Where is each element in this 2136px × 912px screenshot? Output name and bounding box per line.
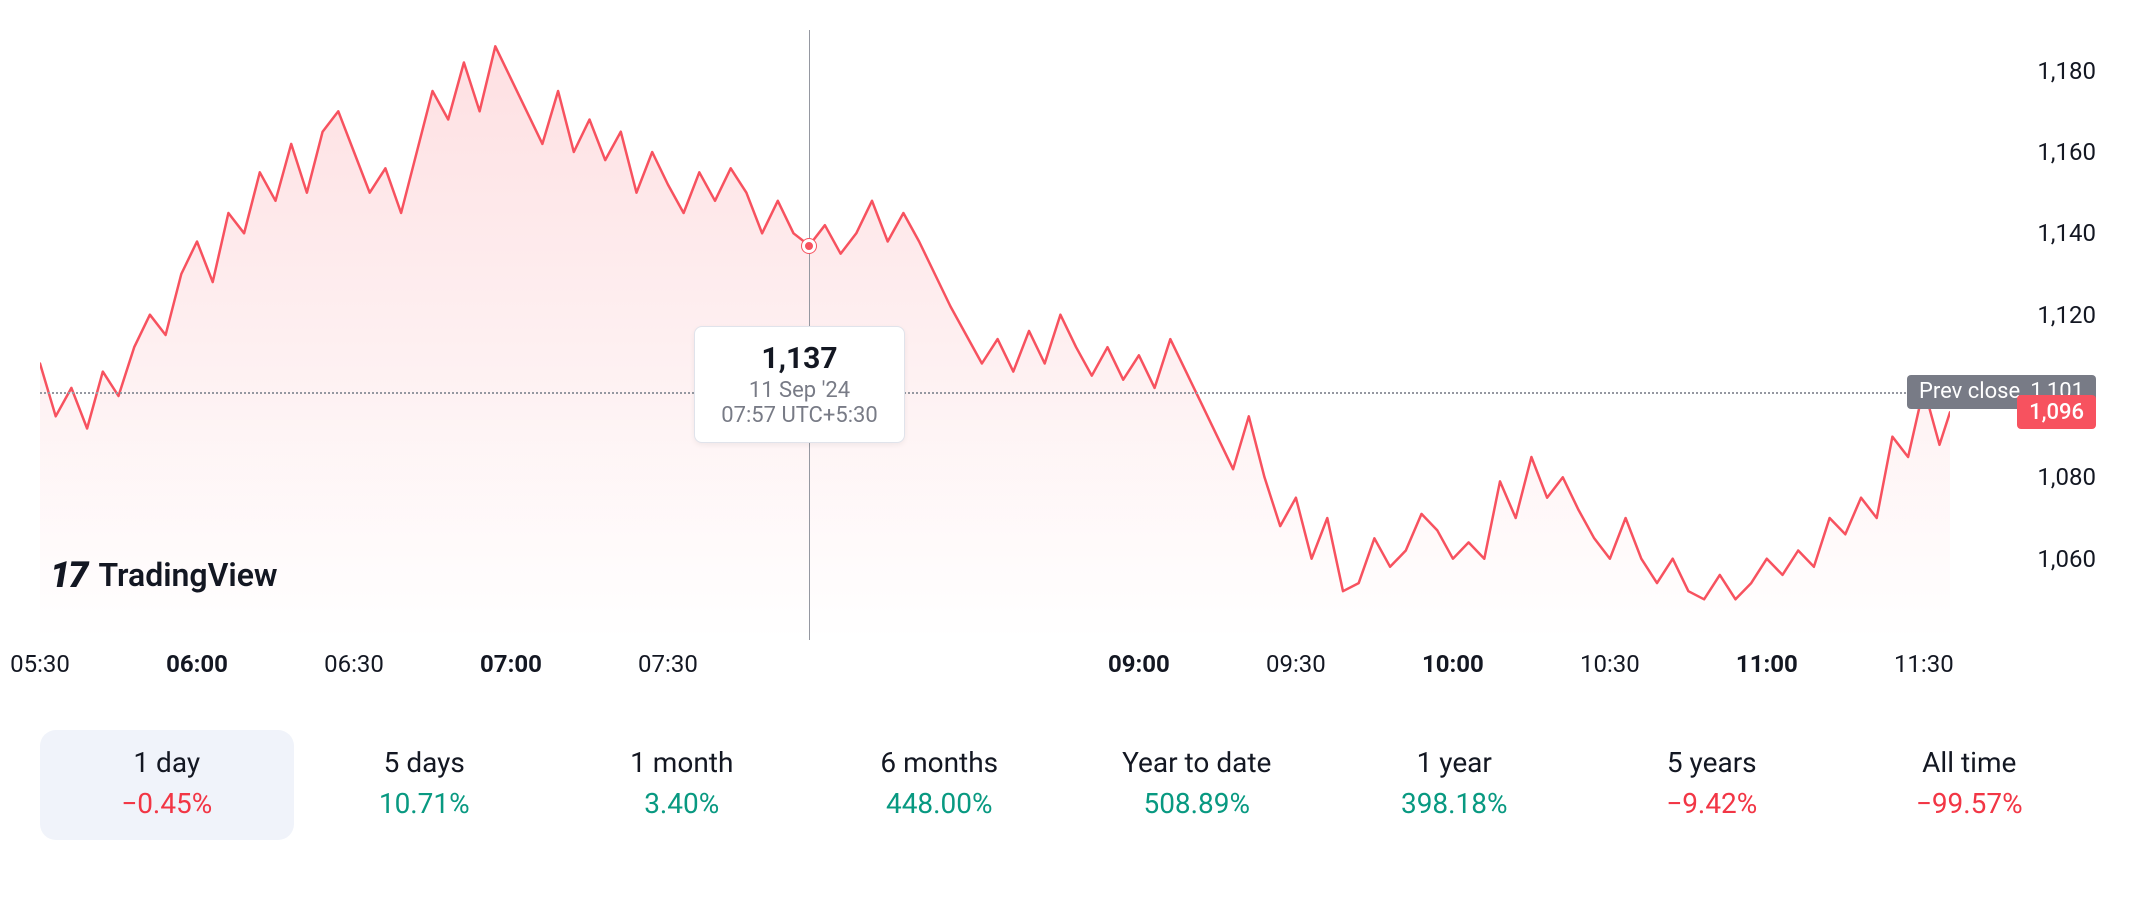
y-axis: 1,0601,0801,1001,1201,1401,1601,180Prev … — [1966, 30, 2096, 640]
timeframe-label: 5 days — [306, 746, 544, 779]
timeframe-pct: 398.18% — [1336, 787, 1574, 820]
x-tick-label: 06:30 — [324, 650, 384, 678]
tv-logo-icon: 17 — [50, 554, 86, 596]
timeframe-pct: 508.89% — [1078, 787, 1316, 820]
tradingview-logo[interactable]: 17 TradingView — [50, 554, 278, 596]
timeframe-pct: −9.42% — [1593, 787, 1831, 820]
timeframe-year-to-date[interactable]: Year to date 508.89% — [1070, 730, 1324, 840]
timeframe-all-time[interactable]: All time −99.57% — [1843, 730, 2097, 840]
tv-logo-text: TradingView — [98, 556, 277, 594]
y-tick-label: 1,080 — [1976, 463, 2096, 491]
x-tick-label: 11:00 — [1736, 650, 1798, 678]
price-line — [40, 30, 1950, 640]
x-tick-label: 07:00 — [480, 650, 542, 678]
timeframe-label: 1 month — [563, 746, 801, 779]
timeframe-pct: −0.45% — [48, 787, 286, 820]
timeframe-5-years[interactable]: 5 years −9.42% — [1585, 730, 1839, 840]
timeframe-pct: 448.00% — [821, 787, 1059, 820]
timeframe-pct: 3.40% — [563, 787, 801, 820]
timeframe-1-year[interactable]: 1 year 398.18% — [1328, 730, 1582, 840]
y-tick-label: 1,140 — [1976, 219, 2096, 247]
x-tick-label: 10:00 — [1422, 650, 1484, 678]
timeframe-pct: 10.71% — [306, 787, 544, 820]
x-tick-label: 07:30 — [638, 650, 698, 678]
y-tick-label: 1,120 — [1976, 301, 2096, 329]
x-axis: 05:3006:0006:3007:0007:3009:0009:3010:00… — [40, 650, 1950, 690]
x-tick-label: 10:30 — [1580, 650, 1640, 678]
timeframe-label: 1 day — [48, 746, 286, 779]
timeframe-1-day[interactable]: 1 day −0.45% — [40, 730, 294, 840]
y-tick-label: 1,060 — [1976, 545, 2096, 573]
timeframe-6-months[interactable]: 6 months 448.00% — [813, 730, 1067, 840]
timeframe-label: 1 year — [1336, 746, 1574, 779]
timeframe-selector: 1 day −0.45% 5 days 10.71% 1 month 3.40%… — [40, 730, 2096, 840]
timeframe-label: Year to date — [1078, 746, 1316, 779]
current-price-badge: 1,096 — [2017, 395, 2096, 429]
timeframe-1-month[interactable]: 1 month 3.40% — [555, 730, 809, 840]
x-tick-label: 06:00 — [166, 650, 228, 678]
x-tick-label: 09:00 — [1108, 650, 1170, 678]
timeframe-label: All time — [1851, 746, 2089, 779]
x-tick-label: 09:30 — [1266, 650, 1326, 678]
timeframe-pct: −99.57% — [1851, 787, 2089, 820]
timeframe-label: 6 months — [821, 746, 1059, 779]
x-tick-label: 11:30 — [1894, 650, 1954, 678]
price-chart[interactable]: 1,137 11 Sep '24 07:57 UTC+5:30 17 Tradi… — [40, 30, 2096, 670]
timeframe-label: 5 years — [1593, 746, 1831, 779]
y-tick-label: 1,180 — [1976, 57, 2096, 85]
y-tick-label: 1,160 — [1976, 138, 2096, 166]
timeframe-5-days[interactable]: 5 days 10.71% — [298, 730, 552, 840]
x-tick-label: 05:30 — [10, 650, 70, 678]
